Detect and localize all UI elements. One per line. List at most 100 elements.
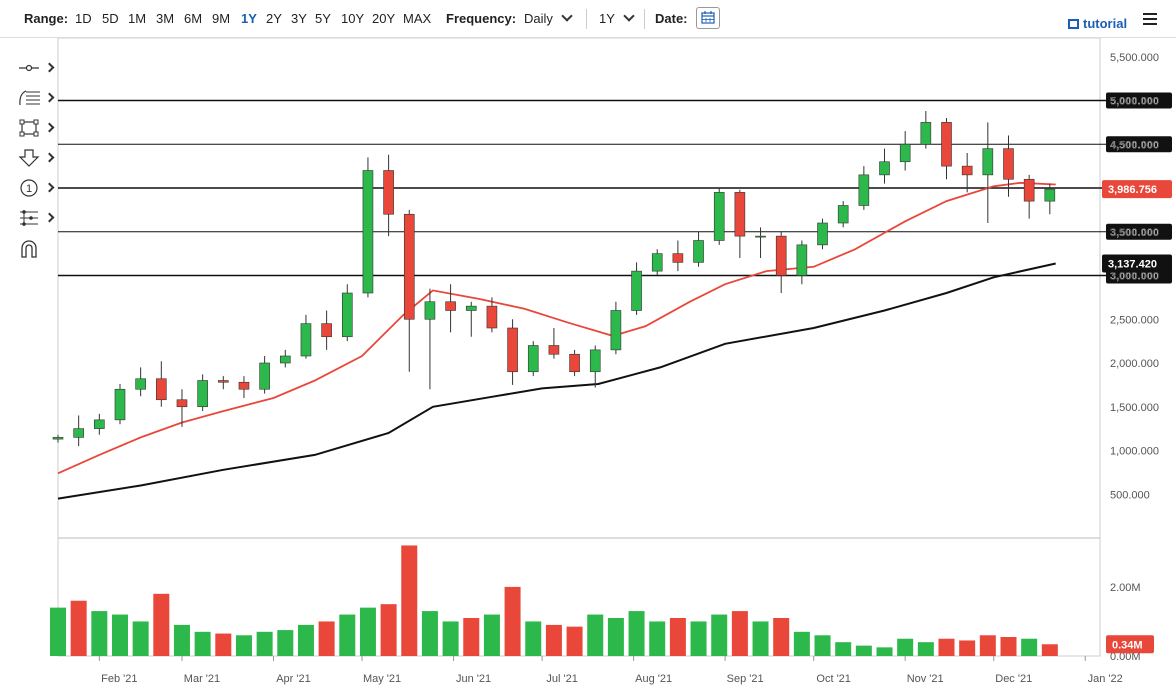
candle	[507, 319, 518, 385]
crosshair-icon	[19, 64, 39, 72]
arrow-down-icon	[18, 149, 40, 167]
candle	[672, 240, 684, 272]
candle-body	[775, 235, 787, 276]
range-button-1d[interactable]: 1D	[75, 11, 92, 26]
hamburger-menu-icon[interactable]	[1143, 13, 1157, 28]
range-label: Range:	[24, 11, 69, 26]
range-button-10y[interactable]: 10Y	[341, 11, 365, 26]
candle	[817, 218, 828, 250]
volume-bar	[504, 586, 521, 656]
volume-bar	[959, 640, 976, 656]
y-tick-label: 5,500.000	[1110, 52, 1159, 64]
candle-body	[693, 240, 704, 263]
range-button-1m[interactable]: 1M	[128, 11, 147, 26]
period-select[interactable]: 1Y	[599, 10, 635, 26]
volume-bar	[793, 631, 810, 656]
volume-bar	[669, 618, 686, 656]
volume-bar	[773, 618, 790, 656]
volume-bar	[173, 624, 190, 656]
tool-magnet[interactable]	[12, 236, 54, 260]
volume-bar	[649, 621, 666, 656]
candle	[197, 374, 208, 412]
volume-tag-box	[1106, 635, 1154, 654]
range-button-5y[interactable]: 5Y	[315, 11, 331, 26]
volume-tick-label: 0.00M	[1110, 651, 1141, 663]
x-tick-label: Nov '21	[907, 673, 944, 685]
ma-fast-line	[57, 181, 1056, 475]
candle	[156, 361, 167, 407]
candle	[775, 231, 787, 293]
candle-body	[156, 378, 167, 401]
y-tick-label: 500.000	[1110, 489, 1150, 501]
range-button-20y[interactable]: 20Y	[372, 11, 396, 26]
frequency-select[interactable]: Daily	[524, 10, 573, 26]
candle-body	[1003, 148, 1014, 180]
range-button-5d[interactable]: 5D	[102, 11, 119, 26]
tool-rectangle[interactable]	[12, 116, 55, 140]
volume-bar	[1000, 637, 1017, 656]
volume-bar	[690, 621, 707, 656]
candle	[548, 328, 560, 359]
y-tick-label: 1,000.000	[1110, 446, 1159, 458]
candle	[982, 122, 994, 223]
y-tick-label: 2,000.000	[1110, 358, 1159, 370]
candle-body	[982, 148, 994, 176]
candle	[631, 262, 642, 315]
x-tick-label: Jul '21	[546, 673, 577, 685]
candle-body	[672, 253, 684, 263]
x-tick-label: May '21	[363, 673, 401, 685]
tutorial-link[interactable]: tutorial	[1068, 16, 1127, 31]
price-tag-box	[1102, 254, 1172, 273]
candle-body	[197, 380, 208, 408]
volume-bar	[917, 642, 934, 656]
range-button-max[interactable]: MAX	[403, 11, 432, 26]
tutorial-label: tutorial	[1083, 16, 1128, 31]
price-tags: 3,986.756 3,137.420	[1102, 180, 1172, 273]
tool-number[interactable]: 1	[12, 176, 55, 200]
range-button-3m[interactable]: 3M	[156, 11, 175, 26]
tool-projection[interactable]	[12, 206, 55, 230]
candle-body	[238, 381, 250, 390]
range-button-1y[interactable]: 1Y	[241, 11, 257, 26]
x-tick-label: Mar '21	[184, 673, 220, 685]
candle	[486, 297, 498, 333]
volume-bar	[525, 621, 542, 656]
y-tick-label: 1,500.000	[1110, 402, 1159, 414]
volume-bar	[463, 618, 480, 656]
candle	[300, 314, 312, 359]
rectangle-icon	[19, 119, 39, 137]
range-button-3y[interactable]: 3Y	[291, 11, 307, 26]
volume-bar	[876, 647, 893, 656]
calendar-button[interactable]	[696, 7, 720, 29]
candle-body	[465, 305, 477, 311]
volume-bar	[545, 624, 562, 656]
volume-bar	[855, 645, 872, 656]
price-chart[interactable]: 5,000.000 4,500.000 3,500.000 3,000.000 500…	[0, 38, 1176, 694]
candle-body	[548, 345, 560, 355]
range-button-2y[interactable]: 2Y	[266, 11, 282, 26]
candle-body	[631, 270, 642, 311]
volume-tag-label: 0.34M	[1112, 639, 1143, 651]
tool-arrow[interactable]	[12, 146, 55, 170]
candle	[610, 301, 622, 355]
candle	[341, 284, 353, 342]
tool-fibonacci[interactable]	[12, 86, 55, 110]
volume-bar	[979, 635, 996, 656]
range-button-9m[interactable]: 9M	[212, 11, 231, 26]
candle-body	[341, 292, 353, 338]
volume-bar	[132, 621, 149, 656]
horizontal-line-tag: 5,000.000	[1106, 92, 1172, 109]
candle-body	[114, 388, 126, 421]
date-label: Date:	[655, 11, 688, 26]
volume-bar	[50, 607, 66, 656]
magnet-icon	[21, 240, 37, 258]
x-tick-label: Oct '21	[816, 673, 851, 685]
y-tick-label: 2,500.000	[1110, 314, 1159, 326]
tool-crosshair[interactable]	[12, 56, 55, 80]
range-button-6m[interactable]: 6M	[184, 11, 203, 26]
y-tick-label: 4,500.000	[1110, 139, 1159, 151]
candle-body	[527, 345, 539, 373]
candle-body	[1023, 178, 1035, 202]
candle	[73, 415, 84, 447]
volume-bar	[401, 545, 418, 656]
